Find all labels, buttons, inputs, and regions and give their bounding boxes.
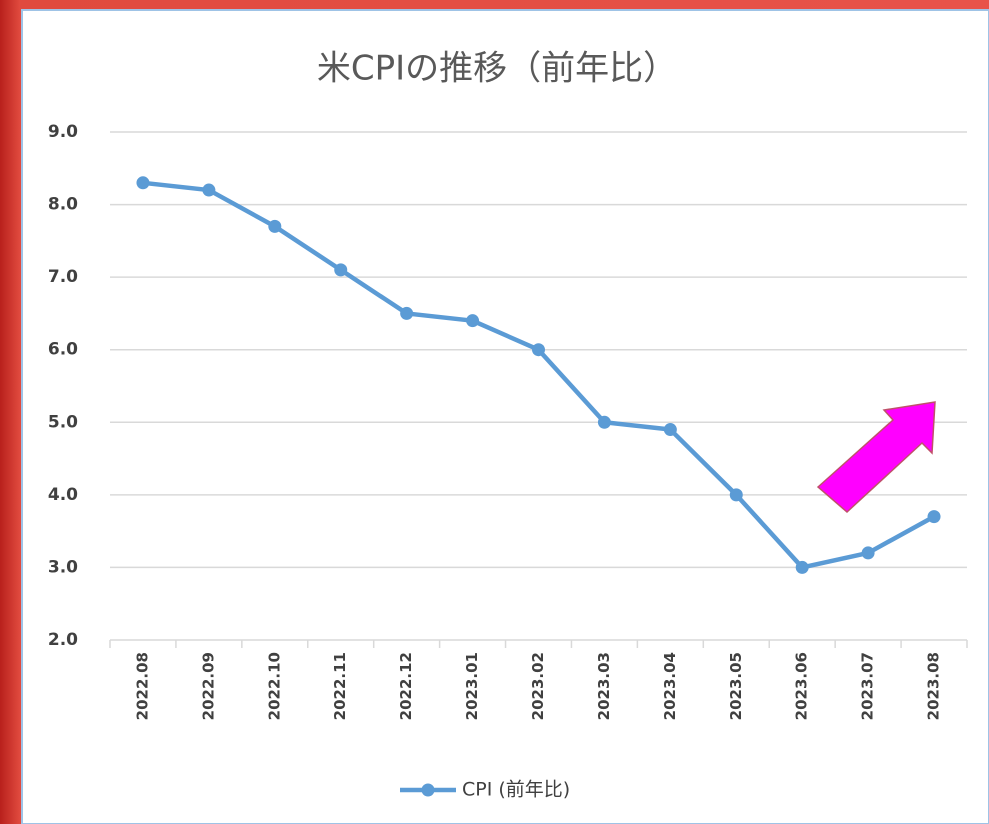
- y-tick-label: 8.0: [48, 195, 78, 215]
- marker: [597, 415, 611, 429]
- x-tick-label: 2023.05: [727, 652, 745, 720]
- legend-marker: [421, 783, 435, 797]
- x-tick-label: 2022.09: [199, 652, 217, 720]
- y-tick-label: 9.0: [48, 122, 78, 142]
- marker: [795, 560, 809, 574]
- x-tick-label: 2022.10: [265, 652, 283, 720]
- x-tick-label: 2023.06: [793, 652, 811, 720]
- arrow: [816, 401, 936, 514]
- marker: [268, 219, 282, 233]
- x-tick-label: 2023.04: [661, 652, 679, 720]
- y-tick-label: 5.0: [48, 412, 78, 432]
- y-tick-label: 6.0: [48, 340, 78, 360]
- marker: [729, 488, 743, 502]
- x-tick-label: 2022.08: [133, 652, 151, 720]
- marker: [663, 423, 677, 437]
- marker: [861, 546, 875, 560]
- x-tick-label: 2023.07: [859, 652, 877, 720]
- x-tick-label: 2023.01: [463, 652, 481, 720]
- marker: [202, 183, 216, 197]
- chart-title: 米CPIの推移（前年比）: [317, 49, 677, 89]
- legend-label: CPI (前年比): [462, 779, 570, 801]
- y-tick-label: 2.0: [48, 630, 78, 650]
- y-tick-label: 4.0: [48, 485, 78, 505]
- x-tick-label: 2023.03: [595, 652, 613, 720]
- marker: [400, 306, 414, 320]
- x-tick-label: 2023.02: [529, 652, 547, 720]
- chart-area: [21, 9, 989, 824]
- x-tick-label: 2022.11: [331, 652, 349, 720]
- y-tick-label: 7.0: [48, 267, 78, 287]
- marker: [334, 263, 348, 277]
- y-tick-label: 3.0: [48, 557, 78, 577]
- x-tick-label: 2023.08: [925, 652, 943, 720]
- marker: [532, 343, 545, 357]
- marker: [927, 510, 941, 524]
- marker: [136, 176, 150, 190]
- marker: [466, 314, 480, 328]
- x-tick-label: 2022.12: [397, 652, 415, 720]
